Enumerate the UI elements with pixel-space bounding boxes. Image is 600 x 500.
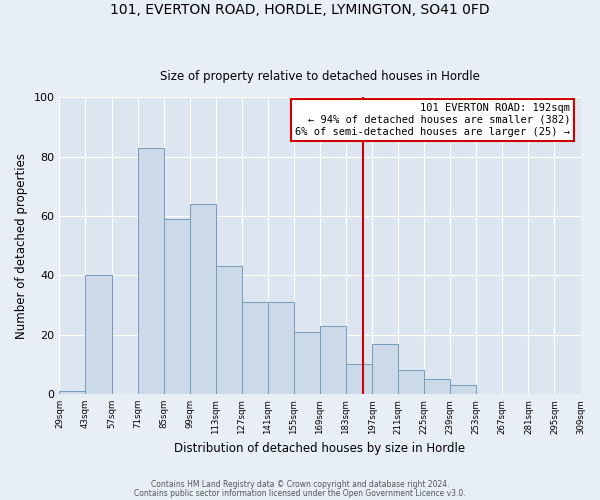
Bar: [424, 379, 450, 394]
Bar: [137, 148, 164, 394]
Bar: [398, 370, 424, 394]
Bar: [346, 364, 372, 394]
X-axis label: Distribution of detached houses by size in Hordle: Distribution of detached houses by size …: [175, 442, 466, 455]
Bar: [320, 326, 346, 394]
Bar: [268, 302, 294, 394]
Bar: [164, 219, 190, 394]
Bar: [294, 332, 320, 394]
Y-axis label: Number of detached properties: Number of detached properties: [15, 152, 28, 338]
Bar: [450, 385, 476, 394]
Bar: [190, 204, 216, 394]
Text: 101, EVERTON ROAD, HORDLE, LYMINGTON, SO41 0FD: 101, EVERTON ROAD, HORDLE, LYMINGTON, SO…: [110, 2, 490, 16]
Text: Contains public sector information licensed under the Open Government Licence v3: Contains public sector information licen…: [134, 488, 466, 498]
Text: Contains HM Land Registry data © Crown copyright and database right 2024.: Contains HM Land Registry data © Crown c…: [151, 480, 449, 489]
Bar: [59, 391, 85, 394]
Text: 101 EVERTON ROAD: 192sqm
← 94% of detached houses are smaller (382)
6% of semi-d: 101 EVERTON ROAD: 192sqm ← 94% of detach…: [295, 104, 570, 136]
Bar: [242, 302, 268, 394]
Title: Size of property relative to detached houses in Hordle: Size of property relative to detached ho…: [160, 70, 480, 83]
Bar: [216, 266, 242, 394]
Bar: [85, 276, 112, 394]
Bar: [372, 344, 398, 394]
